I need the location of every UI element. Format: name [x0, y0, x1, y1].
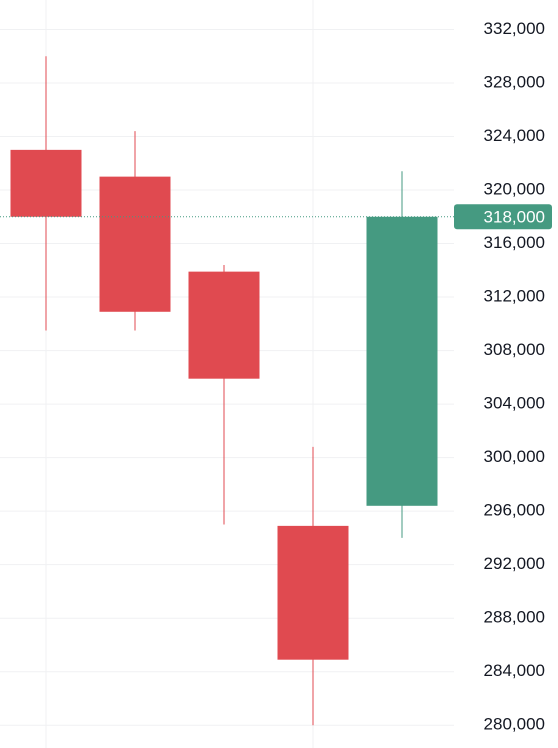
y-tick-label: 292,000 [484, 554, 545, 573]
price-tag [454, 204, 552, 230]
y-tick-label: 332,000 [484, 19, 545, 38]
y-tick-label: 320,000 [484, 179, 545, 198]
y-tick-label: 280,000 [484, 715, 545, 734]
y-tick-label: 288,000 [484, 608, 545, 627]
y-tick-label: 328,000 [484, 72, 545, 91]
y-tick-label: 300,000 [484, 447, 545, 466]
candle-body [277, 525, 349, 660]
candle-body [366, 216, 438, 506]
y-tick-label: 284,000 [484, 661, 545, 680]
y-tick-label: 308,000 [484, 340, 545, 359]
price-tag-label: 318,000 [484, 207, 545, 226]
y-tick-label: 324,000 [484, 126, 545, 145]
y-tick-label: 296,000 [484, 501, 545, 520]
candle-body [188, 271, 260, 379]
candle-body [99, 176, 171, 312]
y-tick-label: 312,000 [484, 287, 545, 306]
y-tick-label: 304,000 [484, 394, 545, 413]
y-tick-label: 316,000 [484, 233, 545, 252]
candle-body [10, 149, 82, 217]
